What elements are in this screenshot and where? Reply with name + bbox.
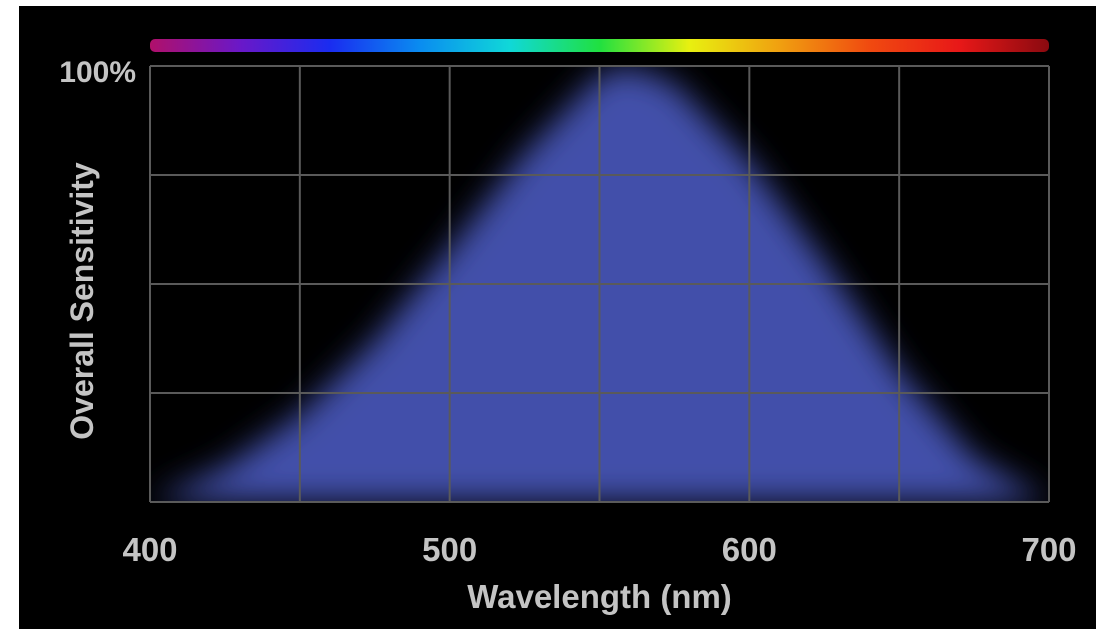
x-tick-label: 500 [422,531,477,568]
x-tick-label: 400 [122,531,177,568]
chart-frame: 100% 400 500 600 700 Wavelength (nm) Overal… [19,6,1096,629]
y-axis-title: Overall Sensitivity [64,162,100,440]
x-tick-label: 600 [722,531,777,568]
y-tick-label: 100% [59,56,136,89]
x-tick-label: 700 [1021,531,1076,568]
sensitivity-chart: 100% 400 500 600 700 Wavelength (nm) Overal… [59,39,1077,615]
spectrum-band [150,39,1049,52]
x-axis-title: Wavelength (nm) [467,578,732,615]
